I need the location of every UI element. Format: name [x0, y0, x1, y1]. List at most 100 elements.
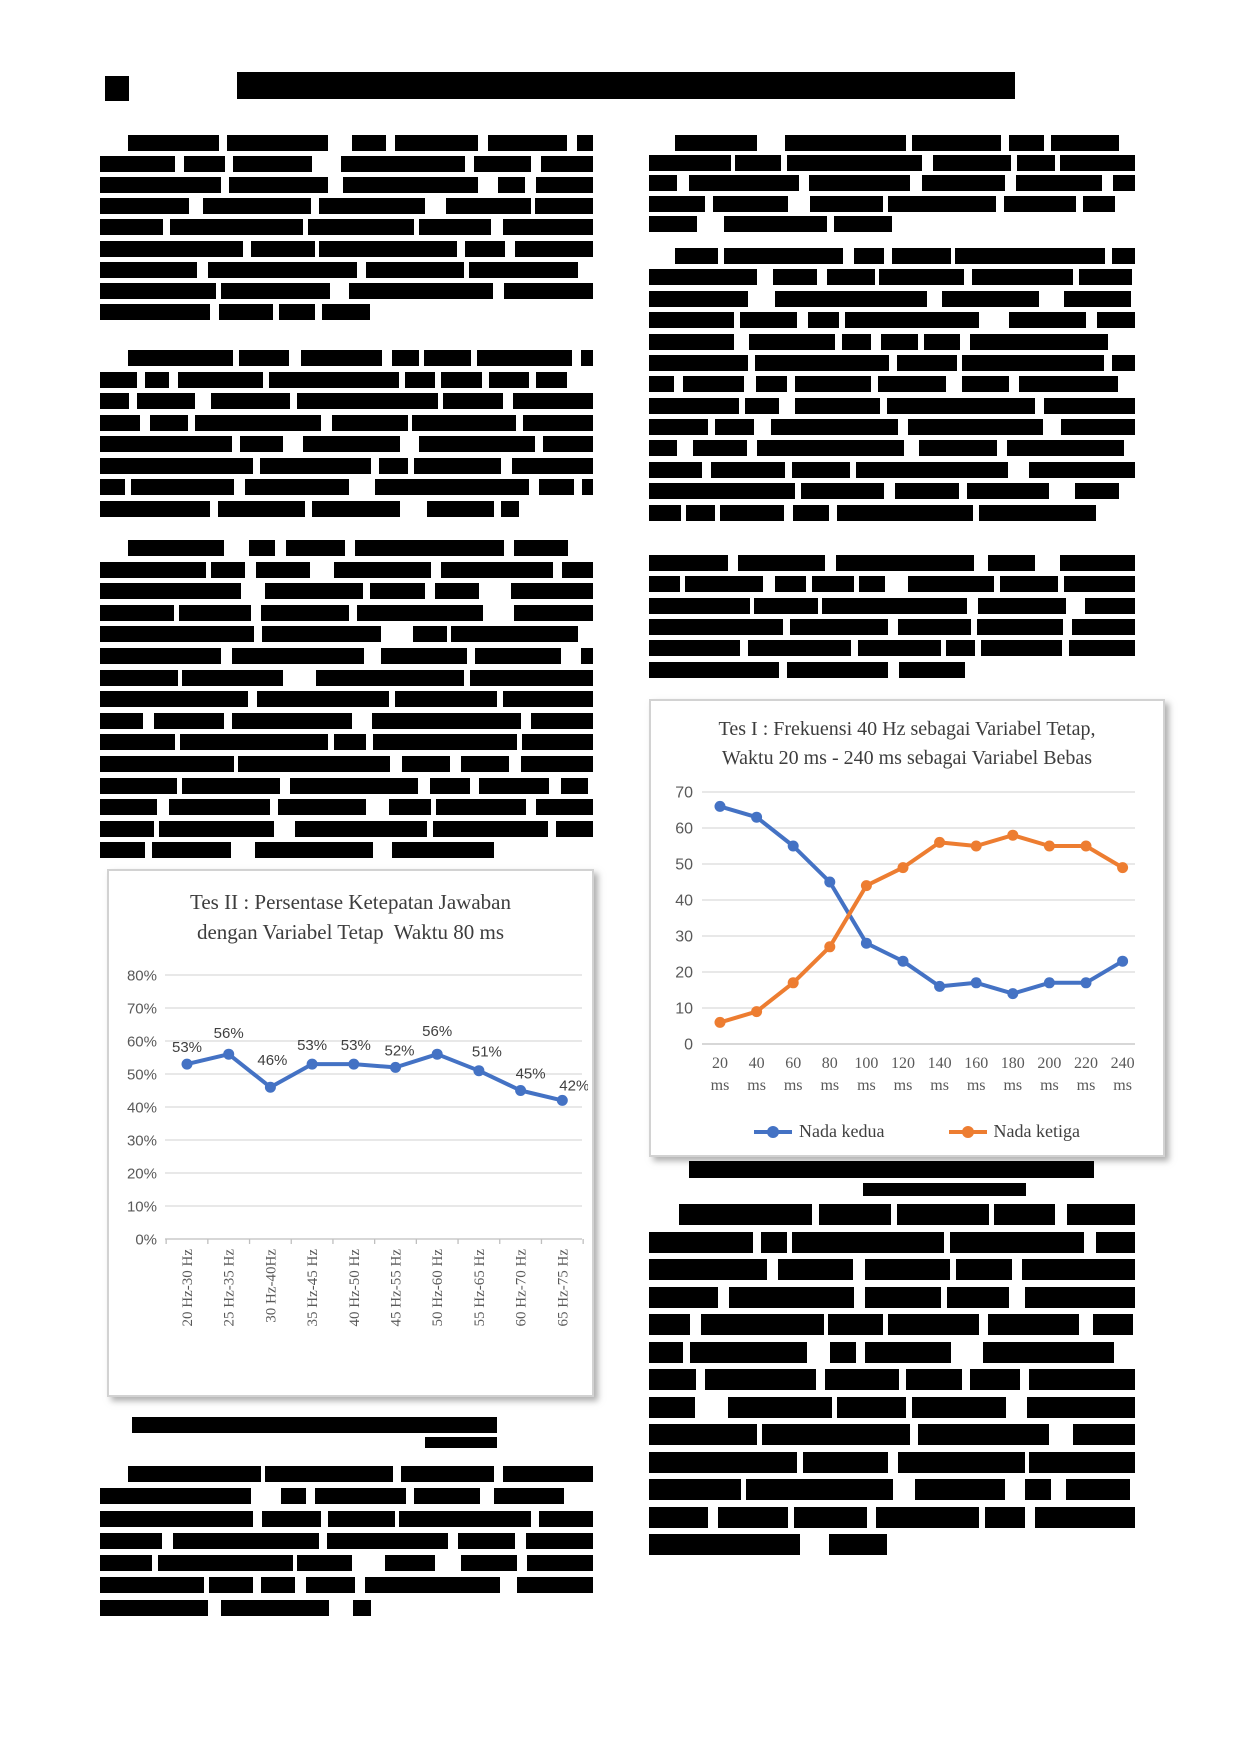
redaction-segment [539, 1510, 593, 1527]
redaction-segment [898, 661, 965, 678]
redaction-segment [100, 604, 175, 621]
redaction-segment [203, 198, 311, 215]
redaction-segment [727, 1396, 832, 1418]
redaction-segment [792, 461, 850, 478]
redacted-paragraph [649, 1204, 1135, 1562]
redaction-segment [792, 1231, 944, 1253]
redaction-segment [157, 1555, 293, 1572]
redaction-segment [514, 604, 593, 621]
redaction-segment [153, 712, 225, 729]
redaction-segment [502, 1466, 593, 1482]
redaction-segment [896, 1204, 989, 1225]
chart-tes2-title: Tes II : Persentase Ketepatan Jawaban de… [109, 887, 592, 948]
redaction-segment [219, 303, 273, 320]
redaction-segment [502, 219, 593, 236]
redaction-segment [772, 269, 817, 286]
redaction-segment [649, 440, 677, 457]
redaction-segment [207, 261, 357, 278]
redaction-segment [441, 371, 483, 388]
redaction-segment [250, 240, 315, 257]
redaction-segment [723, 248, 844, 264]
redaction-segment [1022, 1259, 1135, 1281]
redaction-segment [461, 755, 509, 772]
redaction-segment [984, 1506, 1026, 1528]
redaction-segment [433, 820, 548, 837]
redaction-segment [401, 755, 451, 772]
redaction-segment [502, 691, 593, 708]
redaction-segment [977, 618, 1064, 635]
redaction-segment [649, 1506, 708, 1528]
redaction-line [649, 1396, 1135, 1418]
redaction-segment [649, 1479, 741, 1501]
redaction-line [649, 1479, 1135, 1501]
redaction-segment [521, 734, 593, 751]
redaction-segment [649, 1286, 718, 1308]
y-tick-label: 40% [127, 1100, 157, 1117]
chart-tes2-title-line1: Tes II : Persentase Ketepatan Jawaban [190, 890, 511, 914]
redaction-segment [100, 777, 177, 794]
redaction-line [100, 240, 593, 257]
redaction-line [649, 1506, 1135, 1528]
redaction-segment [921, 175, 1005, 192]
redaction-segment [264, 583, 363, 600]
redaction-segment [318, 198, 426, 215]
redaction-line [649, 376, 1135, 393]
redaction-segment [1051, 135, 1120, 151]
redaction-segment [827, 269, 876, 286]
redaction-segment [525, 1532, 593, 1549]
redaction-segment [370, 583, 425, 600]
x-category-unit: ms [930, 1077, 949, 1094]
redaction-segment [100, 820, 154, 837]
redaction-segment [907, 576, 994, 593]
redaction-line [649, 576, 1135, 593]
redaction-line [100, 1577, 593, 1594]
y-tick-label: 20% [127, 1166, 157, 1183]
redaction-line [649, 333, 1135, 350]
x-category-label: 100 [854, 1055, 878, 1072]
redaction-line [649, 1341, 1135, 1363]
redaction-segment [675, 248, 718, 264]
redaction-line [100, 734, 593, 751]
redaction-segment [774, 576, 806, 593]
redaction-segment [864, 1259, 951, 1281]
redaction-line [649, 1204, 1135, 1225]
redaction-line [649, 397, 1135, 414]
redaction-segment [894, 483, 959, 500]
x-category-label: 60 [785, 1055, 801, 1072]
redacted-paragraph [100, 135, 593, 325]
redaction-segment [541, 156, 593, 173]
redaction-segment [580, 647, 593, 664]
redaction-segment [879, 269, 965, 286]
data-label: 53% [172, 1039, 202, 1056]
redaction-segment [100, 1532, 162, 1549]
redaction-segment [887, 195, 996, 212]
redaction-segment [802, 1451, 888, 1473]
redaction-segment [1016, 155, 1056, 172]
x-category-label: 220 [1074, 1055, 1098, 1072]
redaction-segment [971, 269, 1074, 286]
redaction-segment [100, 842, 145, 859]
redaction-segment [1043, 397, 1135, 414]
series-line-series [185, 1052, 565, 1103]
redacted-paragraph [100, 350, 593, 522]
redaction-segment [649, 461, 703, 478]
redaction-line [649, 135, 1135, 151]
redaction-segment [268, 371, 399, 388]
redaction-segment [712, 195, 789, 212]
x-category-label: 140 [928, 1055, 952, 1072]
redaction-segment [296, 1555, 352, 1572]
redaction-segment [649, 661, 779, 678]
redaction-line [100, 604, 593, 621]
redaction-segment [100, 712, 144, 729]
redaction-segment [536, 799, 593, 816]
redaction-line [649, 419, 1135, 435]
chart-tes1-legend: Nada kedua Nada ketiga [681, 1121, 1153, 1142]
redaction-segment [988, 1314, 1080, 1336]
redaction-segment [941, 290, 1040, 307]
data-point-Nada kedua [970, 977, 982, 989]
redaction-segment [859, 576, 885, 593]
redaction-segment [180, 734, 329, 751]
redaction-segment [682, 376, 745, 393]
series-line-Nada ketiga [718, 833, 1125, 1025]
redaction-segment [479, 777, 549, 794]
